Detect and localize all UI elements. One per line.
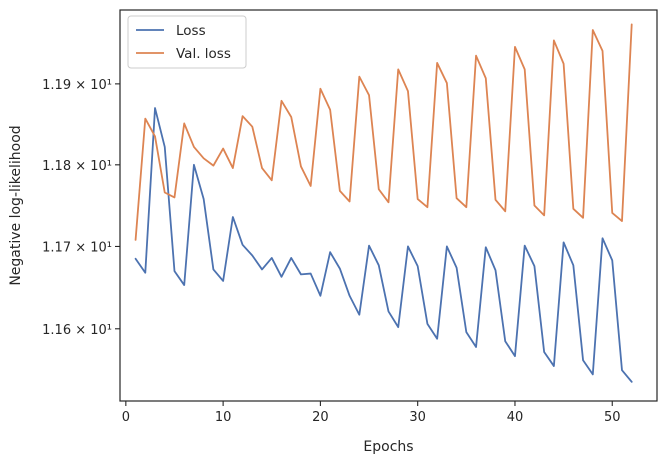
y-ticks: 1.16 × 10¹ 1.17 × 10¹ 1.18 × 10¹ 1.19 × 10¹	[42, 78, 120, 338]
plot-frame	[119, 9, 658, 402]
y-axis-label: Negative log-likelihood	[8, 125, 24, 285]
y-tick-label: 1.19 × 10¹	[42, 78, 112, 93]
series-line-loss	[134, 107, 633, 383]
x-tick-label: 50	[604, 410, 621, 425]
x-tick-label: 30	[409, 410, 426, 425]
y-tick-label: 1.18 × 10¹	[42, 159, 112, 174]
x-tick-label: 20	[312, 410, 329, 425]
x-tick-label: 0	[122, 410, 130, 425]
x-axis-label: Epochs	[363, 439, 413, 455]
x-tick-label: 40	[507, 410, 524, 425]
y-tick-label: 1.17 × 10¹	[42, 240, 112, 255]
y-tick-label: 1.16 × 10¹	[42, 323, 112, 338]
legend-label-loss: Loss	[176, 23, 206, 39]
legend-label-val-loss: Val. loss	[176, 46, 231, 62]
legend-box	[127, 15, 247, 69]
x-ticks: 0 10 20 30 40 50	[122, 401, 621, 425]
series-layer	[134, 23, 633, 383]
series-line-val-loss	[134, 23, 633, 241]
legend: Loss Val. loss	[127, 15, 247, 69]
x-tick-label: 10	[215, 410, 232, 425]
plot-area	[120, 10, 657, 401]
